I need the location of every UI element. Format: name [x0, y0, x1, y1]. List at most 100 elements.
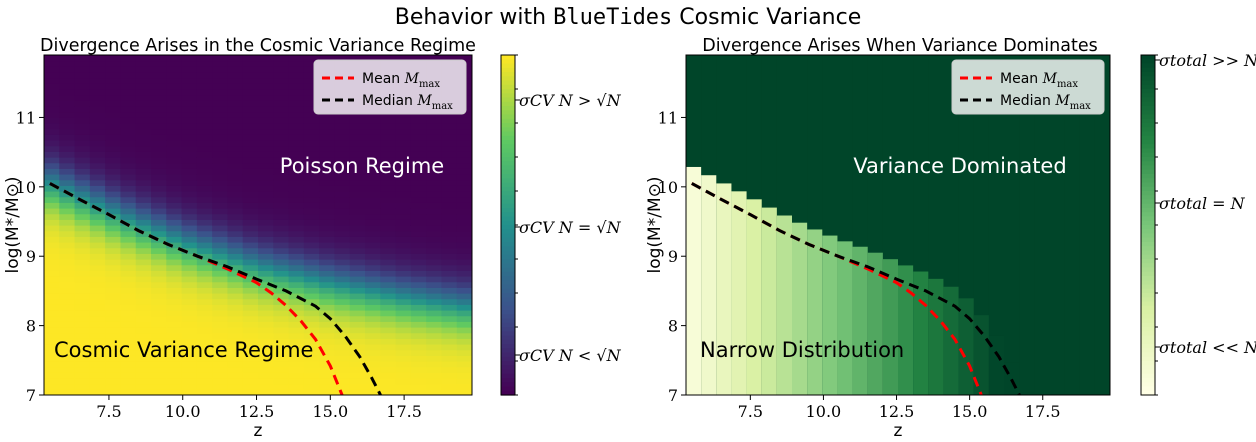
- heatmap-cell: [319, 332, 336, 339]
- heatmap-cell: [181, 270, 198, 277]
- heatmap-cell: [181, 83, 198, 90]
- heatmap-cell: [105, 344, 122, 351]
- heatmap-cell: [380, 349, 397, 356]
- heatmap-cell: [74, 225, 91, 232]
- heatmap-cell: [120, 83, 137, 90]
- heatmap-cell: [135, 332, 152, 339]
- heatmap-cell: [227, 327, 244, 334]
- heatmap-cell: [456, 236, 472, 243]
- heatmap-cell: [334, 310, 351, 317]
- heatmap-cell: [151, 327, 167, 334]
- heatmap-cell: [166, 276, 183, 283]
- heatmap-cell: [380, 123, 397, 130]
- heatmap-cell: [212, 315, 229, 322]
- heatmap-cell: [212, 106, 229, 113]
- heatmap-cell: [120, 151, 137, 158]
- heatmap-cell: [59, 134, 76, 141]
- heatmap-cell: [258, 338, 274, 345]
- heatmap-cell: [303, 123, 320, 130]
- heatmap-cell: [395, 185, 412, 192]
- heatmap-cell: [74, 123, 91, 130]
- heatmap-cell: [303, 327, 320, 334]
- heatmap-cell: [105, 185, 122, 192]
- heatmap-cell: [441, 117, 458, 124]
- heatmap-cell: [288, 361, 305, 368]
- heatmap-cell: [410, 304, 427, 311]
- heatmap-cell: [426, 264, 443, 271]
- heatmap-cell: [456, 179, 472, 186]
- heatmap-cell: [380, 247, 397, 254]
- colorbar-segment: [1141, 242, 1155, 247]
- heatmap-cell: [319, 140, 336, 147]
- y-tick-label: 11: [16, 108, 36, 127]
- heatmap-cell: [349, 157, 366, 164]
- heatmap-cell: [89, 327, 106, 334]
- heatmap-cell: [196, 66, 213, 73]
- heatmap-cell: [181, 372, 198, 379]
- heatmap-cell: [105, 208, 122, 215]
- heatmap-cell: [273, 372, 290, 379]
- heatmap-cell: [288, 253, 305, 260]
- heatmap-cell: [380, 293, 397, 300]
- heatmap-cell: [135, 145, 152, 152]
- heatmap-cell: [135, 310, 152, 317]
- heatmap-cell: [395, 253, 412, 260]
- heatmap-cell: [59, 77, 76, 84]
- heatmap-cell: [120, 179, 137, 186]
- heatmap-cell: [59, 111, 76, 118]
- heatmap-cell: [181, 383, 198, 390]
- heatmap-cell: [334, 298, 351, 305]
- heatmap-cell: [395, 134, 412, 141]
- heatmap-cell: [303, 242, 320, 249]
- heatmap-cell: [89, 77, 106, 84]
- colorbar-segment: [501, 259, 515, 264]
- heatmap-cell: [273, 111, 290, 118]
- heatmap-cell: [59, 315, 76, 322]
- heatmap-cell: [303, 247, 320, 254]
- heatmap-cell: [334, 349, 351, 356]
- heatmap-cell: [120, 140, 137, 147]
- heatmap-cell: [288, 372, 305, 379]
- heatmap-cell: [303, 349, 320, 356]
- heatmap-cell: [410, 196, 427, 203]
- heatmap-cell: [303, 168, 320, 175]
- colorbar-segment: [1141, 293, 1155, 298]
- heatmap-cell: [166, 270, 183, 277]
- colorbar-segment: [501, 80, 515, 86]
- heatmap-cell: [303, 157, 320, 164]
- heatmap-cell: [273, 344, 290, 351]
- heatmap-cell: [303, 378, 320, 385]
- colorbar-segment: [501, 225, 515, 230]
- heatmap-cell: [273, 196, 290, 203]
- heatmap-cell: [288, 168, 305, 175]
- heatmap-cell: [181, 191, 198, 198]
- heatmap-cell: [120, 111, 137, 118]
- heatmap-cell: [74, 117, 91, 124]
- heatmap-cell: [44, 151, 60, 158]
- heatmap-cell: [181, 55, 198, 62]
- heatmap-cell: [258, 123, 274, 130]
- heatmap-cell: [74, 247, 91, 254]
- heatmap-cell: [334, 213, 351, 220]
- heatmap-cell: [456, 140, 472, 147]
- colorbar-segment: [1141, 267, 1155, 273]
- colorbar-segment: [501, 365, 515, 371]
- heatmap-cell: [288, 298, 305, 305]
- heatmap-cell: [441, 134, 458, 141]
- heatmap-cell: [166, 128, 183, 135]
- heatmap-cell: [242, 378, 259, 385]
- heatmap-cell: [59, 145, 76, 152]
- legend-label: Median Mmax: [1000, 93, 1091, 112]
- heatmap-cell: [151, 230, 167, 237]
- colorbar-segment: [501, 106, 515, 111]
- heatmap-cell: [89, 389, 106, 395]
- heatmap-cell: [288, 117, 305, 124]
- heatmap-cell: [196, 242, 213, 249]
- heatmap-cell: [258, 179, 274, 186]
- heatmap-cell: [166, 66, 183, 73]
- heatmap-cell: [166, 55, 183, 62]
- heatmap-cell: [166, 304, 183, 311]
- x-tick-label: 17.5: [1025, 402, 1061, 421]
- colorbar-label: σCV N = √N: [519, 218, 622, 237]
- heatmap-cell: [196, 168, 213, 175]
